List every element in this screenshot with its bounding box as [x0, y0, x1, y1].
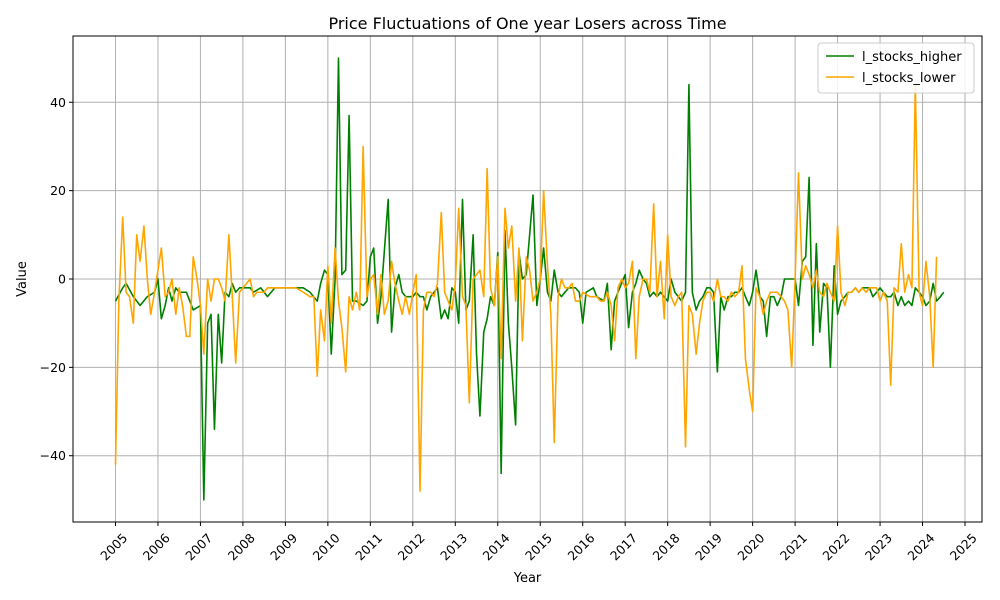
- grid: [73, 36, 982, 522]
- x-tick-label: 2010: [310, 530, 343, 563]
- x-tick-label: 2018: [649, 530, 682, 563]
- x-tick-label: 2006: [140, 530, 173, 563]
- x-tick-label: 2012: [395, 530, 428, 563]
- x-tick-label: 2020: [734, 530, 767, 563]
- x-tick-label: 2023: [862, 530, 895, 563]
- x-tick-label: 2008: [225, 530, 258, 563]
- y-axis: −40 −20 0 20 40: [40, 95, 73, 463]
- legend-box: [817, 42, 975, 94]
- x-tick-label: 2015: [522, 530, 555, 563]
- y-tick-label: −40: [40, 448, 66, 463]
- x-tick-label: 2009: [267, 530, 300, 563]
- x-tick-label: 2017: [607, 530, 640, 563]
- series-group: [114, 57, 945, 501]
- x-tick-label: 2011: [352, 530, 385, 563]
- x-axis-label: Year: [513, 571, 542, 586]
- x-tick-label: 2021: [777, 530, 810, 563]
- y-tick-label: −20: [40, 360, 66, 375]
- x-tick-label: 2016: [565, 530, 598, 563]
- y-tick-label: 40: [50, 95, 66, 110]
- legend: l_stocks_higher l_stocks_lower: [817, 42, 975, 94]
- x-tick-label: 2014: [480, 530, 513, 563]
- x-tick-label: 2007: [182, 530, 215, 563]
- y-axis-label: Value: [15, 261, 30, 297]
- x-axis: 2005 2006 2007 2008 2009 2010 2011 2012 2013 2014…: [97, 522, 980, 563]
- legend-label-l-stocks-lower: l_stocks_lower: [862, 71, 956, 86]
- x-tick-label: 2022: [819, 530, 852, 563]
- series-line-l-stocks-lower: [114, 83, 938, 492]
- x-tick-label: 2019: [692, 530, 725, 563]
- y-tick-label: 20: [50, 183, 66, 198]
- x-tick-label: 2005: [97, 530, 130, 563]
- x-tick-label: 2025: [947, 530, 980, 563]
- x-tick-label: 2013: [437, 530, 470, 563]
- legend-label-l-stocks-higher: l_stocks_higher: [862, 50, 962, 65]
- y-tick-label: 0: [58, 272, 66, 287]
- chart-title: Price Fluctuations of One year Losers ac…: [328, 14, 726, 33]
- x-tick-label: 2024: [904, 530, 937, 563]
